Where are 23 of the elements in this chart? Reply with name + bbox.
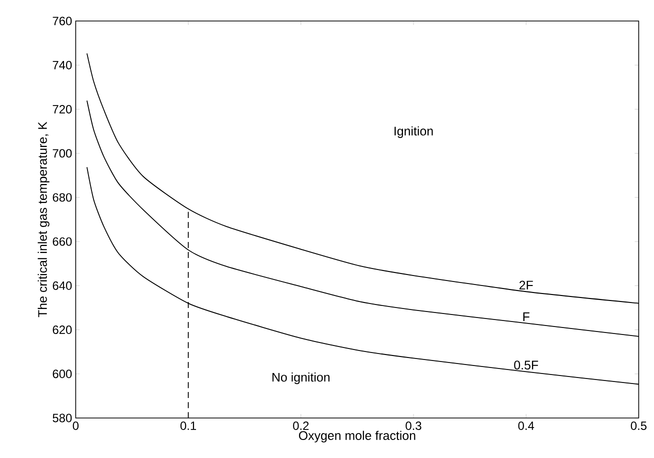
y-tick-label: 720 <box>52 104 72 114</box>
x-tick-label: 0.2 <box>293 422 309 430</box>
series-label: 2F <box>519 280 533 290</box>
annotation: Ignition <box>394 126 433 138</box>
y-axis-title: The critical inlet gas temperature, K <box>38 122 50 318</box>
y-tick-label: 640 <box>52 281 72 290</box>
y-tick-label: 700 <box>52 149 72 158</box>
x-tick-label: 0 <box>72 422 79 430</box>
x-tick-label: 0.4 <box>518 422 534 430</box>
x-tick-label: 0.1 <box>180 422 196 430</box>
y-tick-label: 760 <box>52 16 72 26</box>
y-tick-label: 740 <box>52 60 72 70</box>
series-label: F <box>523 312 530 321</box>
annotation: No ignition <box>272 372 330 384</box>
y-tick-label: 600 <box>52 370 72 378</box>
y-tick-label: 680 <box>52 193 72 202</box>
x-tick-label: 0.3 <box>406 422 422 430</box>
x-tick-label: 0.5 <box>630 422 647 430</box>
y-tick-label: 580 <box>52 414 72 422</box>
y-tick-label: 660 <box>52 237 72 246</box>
y-tick-label: 620 <box>52 326 72 334</box>
series-label: 0.5F <box>514 360 538 370</box>
x-axis-title: Oxygen mole fraction <box>298 430 416 442</box>
